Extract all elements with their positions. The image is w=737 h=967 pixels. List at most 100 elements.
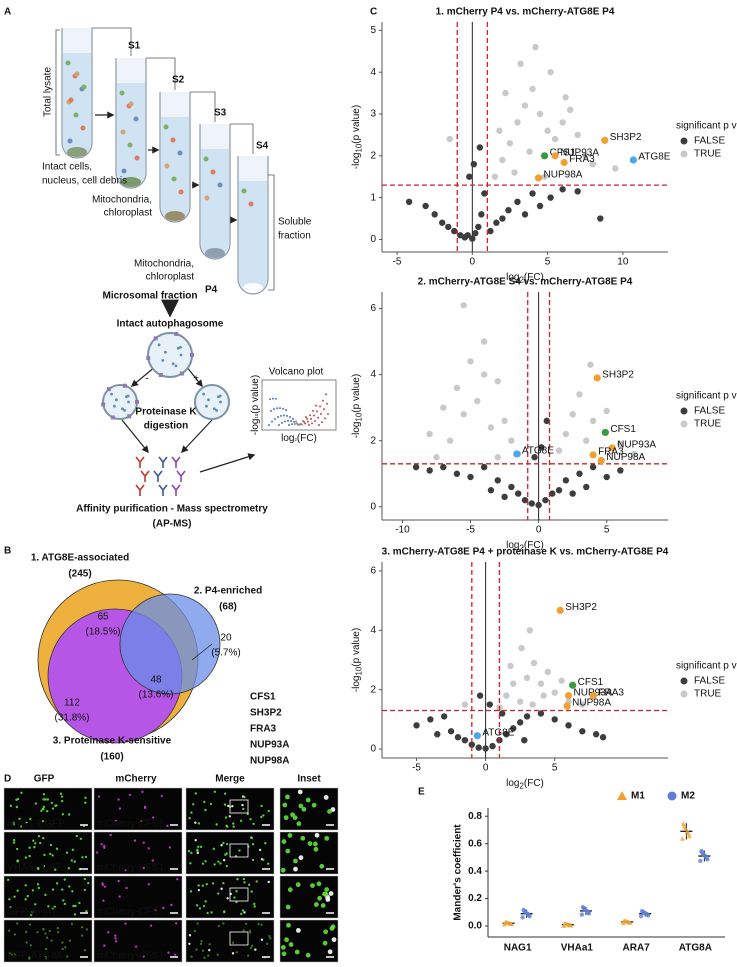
fluorescent-spot [19,825,23,828]
point-label: CFS1 [610,424,636,435]
fluorescent-spot [50,801,54,805]
fluorescent-spot [167,951,170,954]
tube-liquid [201,149,229,258]
point [491,173,499,180]
point [518,644,525,652]
fluorescent-spot [36,931,39,934]
particle [67,138,73,144]
point-label: NUP98A [572,698,611,709]
fluorescent-spot [219,862,222,865]
particle [217,182,223,188]
highlight-point [589,692,597,700]
micrograph [3,875,93,919]
fluorescent-spot [44,947,48,951]
point [454,734,462,741]
fluorescent-spot [147,847,150,850]
legend-marker [680,420,688,428]
fluorescent-spot [26,894,29,898]
image-label: GFP-ARA7 [7,907,57,918]
fluorescent-spot [247,883,251,886]
fluorescent-spot [211,882,215,885]
fluorescent-spot [79,837,83,840]
fluorescent-spot [109,833,112,837]
point [630,450,638,458]
fluorescent-spot [317,895,323,901]
particle [74,71,80,77]
fluorescent-spot [260,923,263,926]
label-part: (p value) [250,375,261,414]
fluorescent-spot [331,937,337,943]
fluorescent-spot [300,835,306,841]
point [537,680,545,687]
y-tick-label: 6 [370,566,376,577]
point [514,490,522,497]
inset-box [229,931,249,946]
fluorescent-spot [200,940,203,943]
fluorescent-spot [208,948,211,952]
fluorescent-spot [6,878,10,882]
inset-box [229,799,249,814]
point [617,440,624,448]
mini-point [313,414,315,417]
antibody [171,484,181,496]
fluorescent-spot [15,805,19,809]
legend-title: significant p value [676,661,737,672]
label-part: (FC) [297,433,317,444]
highlight-point [608,444,616,452]
fluorescent-spot [189,862,192,865]
point [555,447,563,454]
fluorescent-spot [190,811,193,814]
fluorescent-spot [75,834,78,838]
fluorescent-spot [226,825,229,828]
fluorescent-spot [244,922,248,925]
highlight-point [556,606,564,615]
mini-point [326,402,328,405]
fluorescent-spot [168,846,172,849]
fluorescent-spot [280,867,286,873]
mini-point [293,420,295,423]
highlight-point [534,174,543,182]
cargo [217,395,220,399]
panel-letter: C [370,7,377,18]
fluorescent-spot [34,802,38,805]
mini-point [270,409,272,412]
fluorescent-spot [223,803,227,806]
surface-protein [153,336,158,341]
point [475,744,482,751]
point [440,404,447,411]
cargo [125,395,128,399]
point [487,424,495,431]
fluorescent-spot [28,957,31,960]
fluorescent-spot [288,942,294,947]
point-label: FRA3 [598,447,624,458]
mini-point [301,423,303,426]
y-tick-label: 3 [370,109,376,120]
marker [586,911,592,916]
fluorescent-spot [55,804,58,807]
fluorescent-spot [260,804,263,808]
point [583,437,590,444]
point [480,371,488,378]
highlight-point [551,152,559,160]
fluorescent-spot [151,859,155,862]
fluorescent-spot [39,841,42,845]
fluorescent-spot [134,945,138,948]
fluorescent-spot [202,904,206,908]
legend-marker [680,150,688,158]
point [467,473,474,481]
cargo [161,359,165,362]
y-tick-label: 4 [370,369,376,380]
point [514,198,521,206]
fluorescent-spot [225,864,228,868]
mini-point [276,407,278,410]
label-part: 10 [254,413,259,418]
label-part: log [281,433,294,444]
fluorescent-spot [285,904,291,910]
fluorescent-spot [117,798,120,801]
point [531,454,538,461]
label-part: (p value) [351,374,362,413]
point [549,490,556,497]
panel-letter: D [4,774,11,785]
cargo [110,392,113,396]
